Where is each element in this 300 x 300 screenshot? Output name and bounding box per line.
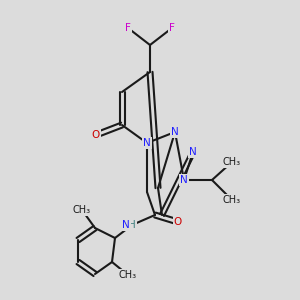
Text: N: N <box>122 220 130 230</box>
Text: N: N <box>171 127 179 137</box>
Text: F: F <box>169 23 175 33</box>
Text: N: N <box>143 138 151 148</box>
Text: CH₃: CH₃ <box>223 195 241 205</box>
Text: CH₃: CH₃ <box>223 157 241 167</box>
Text: N: N <box>180 175 188 185</box>
Text: O: O <box>92 130 100 140</box>
Text: CH₃: CH₃ <box>73 205 91 215</box>
Text: O: O <box>174 217 182 227</box>
Text: N: N <box>189 147 197 157</box>
Text: F: F <box>125 23 131 33</box>
Text: CH₃: CH₃ <box>119 270 137 280</box>
Text: H: H <box>128 220 136 230</box>
